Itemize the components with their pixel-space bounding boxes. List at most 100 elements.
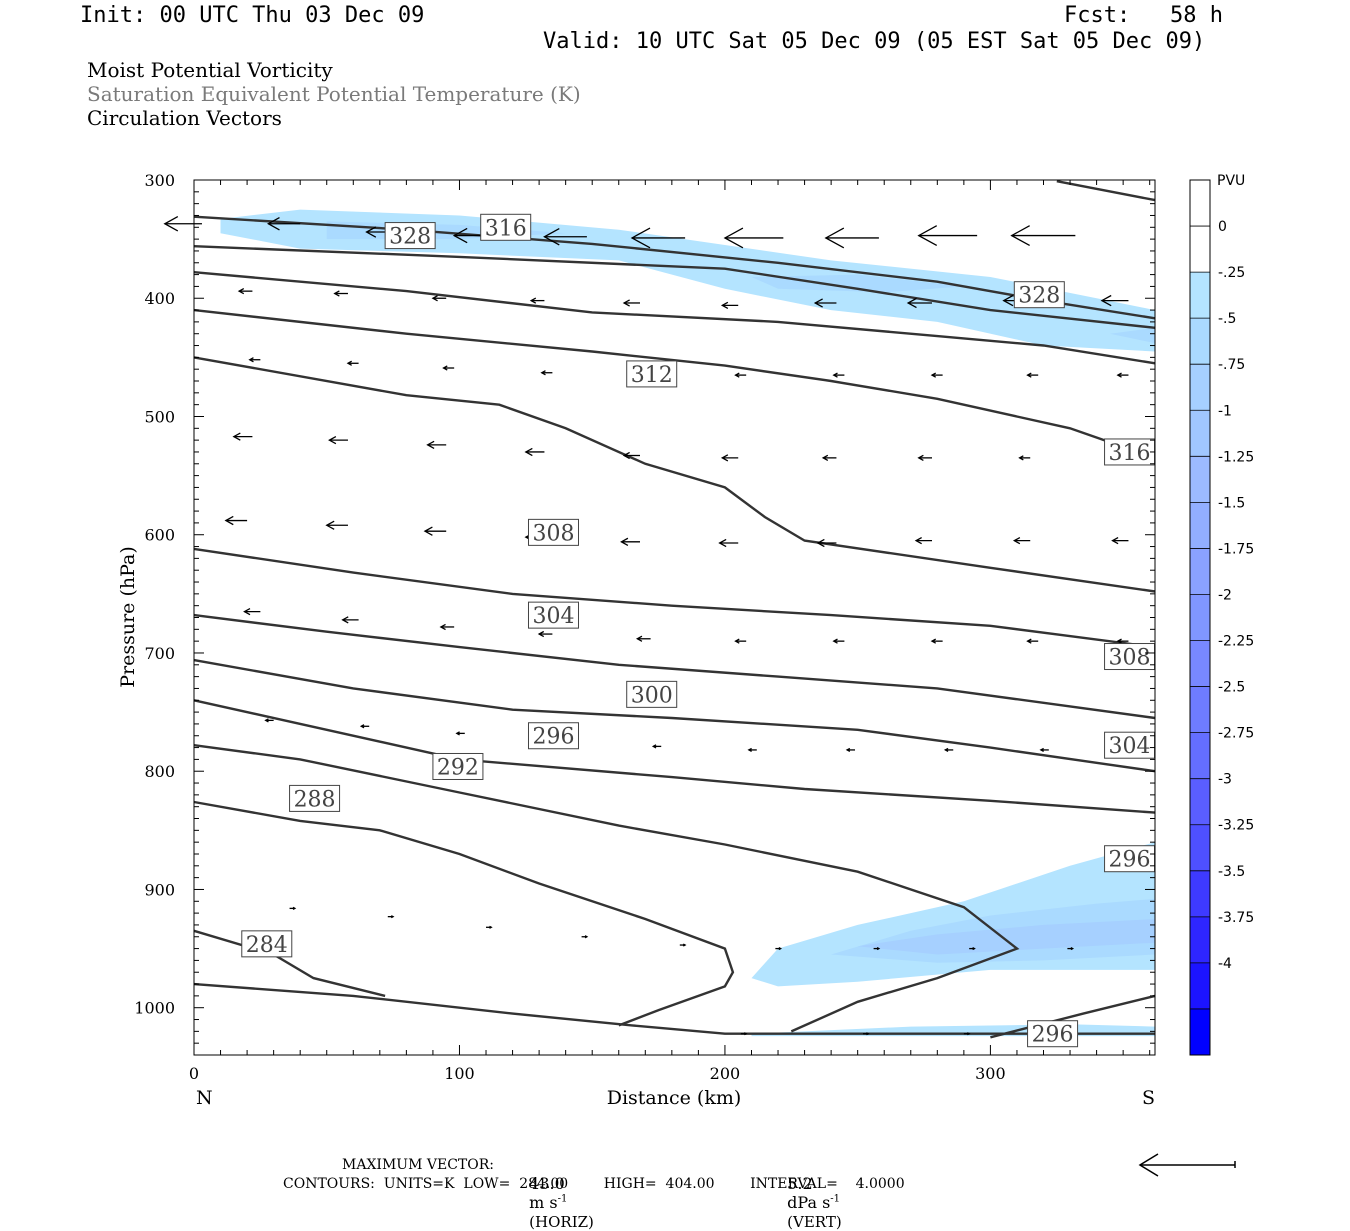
vector-head xyxy=(1026,638,1032,644)
horiz-tag: (HORIZ) xyxy=(529,1213,594,1231)
vector-head xyxy=(248,357,254,363)
contour-label-extra-4: 296 xyxy=(1104,845,1156,873)
vector-head xyxy=(1070,946,1075,951)
vector-head xyxy=(930,372,937,378)
vector-58 xyxy=(1026,638,1039,644)
pv-region-6 xyxy=(857,919,1155,955)
contour-label-8-text: 316 xyxy=(485,216,527,241)
y-tick-label: 700 xyxy=(144,644,175,663)
contour-label-extra-0: 328 xyxy=(1013,281,1065,309)
vector-7 xyxy=(824,227,879,249)
contour-label-extra-3-text: 304 xyxy=(1109,734,1151,759)
vector-61 xyxy=(359,724,370,729)
vector-20 xyxy=(248,357,261,363)
vector-52 xyxy=(439,623,455,631)
contour-label-14-box xyxy=(1027,1020,1079,1048)
y-tick-label: 400 xyxy=(144,289,175,308)
y-tick-label: 900 xyxy=(144,880,175,899)
colorbar-label-8: -2 xyxy=(1218,587,1232,603)
vector-75 xyxy=(775,946,783,951)
vector-head xyxy=(540,370,546,376)
vector-37 xyxy=(917,454,933,461)
contour-line-5 xyxy=(193,613,1156,720)
contour-line-7 xyxy=(193,356,1156,593)
contour-line-14 xyxy=(990,994,1156,1039)
vector-head xyxy=(1100,294,1112,307)
vector-81 xyxy=(963,1032,971,1036)
axes-layer: 0 100 200 300 300 400 500 600 700 800 900 1000 xyxy=(134,171,1156,1083)
vector-22 xyxy=(442,365,455,371)
colorbar-label-14: -3.5 xyxy=(1218,864,1245,880)
vector-head xyxy=(543,228,560,246)
vector-35 xyxy=(720,454,739,462)
colorbar-swatch-15 xyxy=(1190,870,1210,917)
vector-head xyxy=(832,372,838,378)
contour-label-1: 288 xyxy=(289,784,341,812)
colorbar-label-3: -.75 xyxy=(1218,357,1245,373)
vector-head xyxy=(524,447,533,457)
vector-42 xyxy=(423,526,447,536)
vector-head xyxy=(734,638,740,644)
vector-head xyxy=(423,526,433,536)
colorbar-label-0: 0 xyxy=(1218,219,1227,235)
contour-label-7-box xyxy=(626,360,678,388)
vector-head xyxy=(237,288,245,295)
contour-line-6 xyxy=(193,547,1156,649)
vector-33 xyxy=(524,447,545,457)
vector-46 xyxy=(816,538,837,548)
vector-49 xyxy=(1111,537,1129,545)
vector-head xyxy=(1116,638,1122,644)
vector-head xyxy=(1002,294,1014,307)
colorbar-label-15: -3.75 xyxy=(1218,910,1254,926)
vector-head xyxy=(264,718,269,723)
contour-label-0-text: 284 xyxy=(246,933,288,958)
contour-label-7-text: 312 xyxy=(631,363,673,388)
vector-head xyxy=(390,915,395,919)
vector-51 xyxy=(341,616,359,624)
vector-14 xyxy=(622,299,640,307)
legend-vectors: Circulation Vectors xyxy=(87,106,282,130)
vector-head xyxy=(224,515,234,526)
vector-19 xyxy=(1100,294,1129,307)
colorbar-label-5: -1.25 xyxy=(1218,449,1254,465)
vector-0 xyxy=(163,216,202,232)
vector-68 xyxy=(1039,747,1049,753)
legend-mpv: Moist Potential Vorticity xyxy=(87,58,333,82)
vector-65 xyxy=(747,747,757,753)
vector-head xyxy=(243,607,251,616)
contour-label-4: 300 xyxy=(626,680,678,708)
vector-60 xyxy=(264,718,274,723)
vector-head xyxy=(914,537,922,545)
forecast-hour: Fcst: 58 h xyxy=(1064,3,1223,28)
vector-30 xyxy=(232,432,253,441)
vector-head xyxy=(720,301,729,309)
colorbar-swatch-16 xyxy=(1190,916,1210,963)
colorbar: 0 -.25 -.5 -.75 -1 -1.25 -1.5 -1.75 -2 -2.25 -2.5 -… xyxy=(1189,179,1254,1056)
vector-head xyxy=(1012,537,1021,545)
contour-label-1-text: 288 xyxy=(294,787,336,812)
vector-54 xyxy=(635,635,651,642)
colorbar-swatch-0 xyxy=(1190,180,1210,227)
colorbar-label-12: -3 xyxy=(1218,772,1232,788)
vector-67 xyxy=(943,747,954,753)
vector-head xyxy=(1111,537,1119,545)
vector-73 xyxy=(581,935,589,939)
vector-12 xyxy=(431,295,447,302)
contour-line-13 xyxy=(193,982,1155,1035)
vector-38 xyxy=(1018,455,1031,461)
vector-head xyxy=(821,454,829,461)
contour-label-extra-1: 316 xyxy=(1104,438,1156,466)
horiz-value: 43.0 xyxy=(529,1174,565,1193)
contour-label-14: 296 xyxy=(1027,1020,1079,1048)
y-tick-label: 500 xyxy=(144,407,175,426)
vector-36 xyxy=(821,454,837,461)
contour-label-extra-0-box xyxy=(1013,281,1065,309)
vector-head xyxy=(866,1032,870,1036)
vector-16 xyxy=(813,298,837,308)
x-axis-label: Distance (km) xyxy=(607,1087,742,1109)
vector-head xyxy=(292,906,297,910)
pv-region-3 xyxy=(1109,327,1155,344)
colorbar-swatch-17 xyxy=(1190,962,1210,1009)
max-vector-vert: 5.2 dPa s-1 (VERT) xyxy=(777,1155,842,1231)
contour-label-14-text: 296 xyxy=(1032,1023,1074,1048)
